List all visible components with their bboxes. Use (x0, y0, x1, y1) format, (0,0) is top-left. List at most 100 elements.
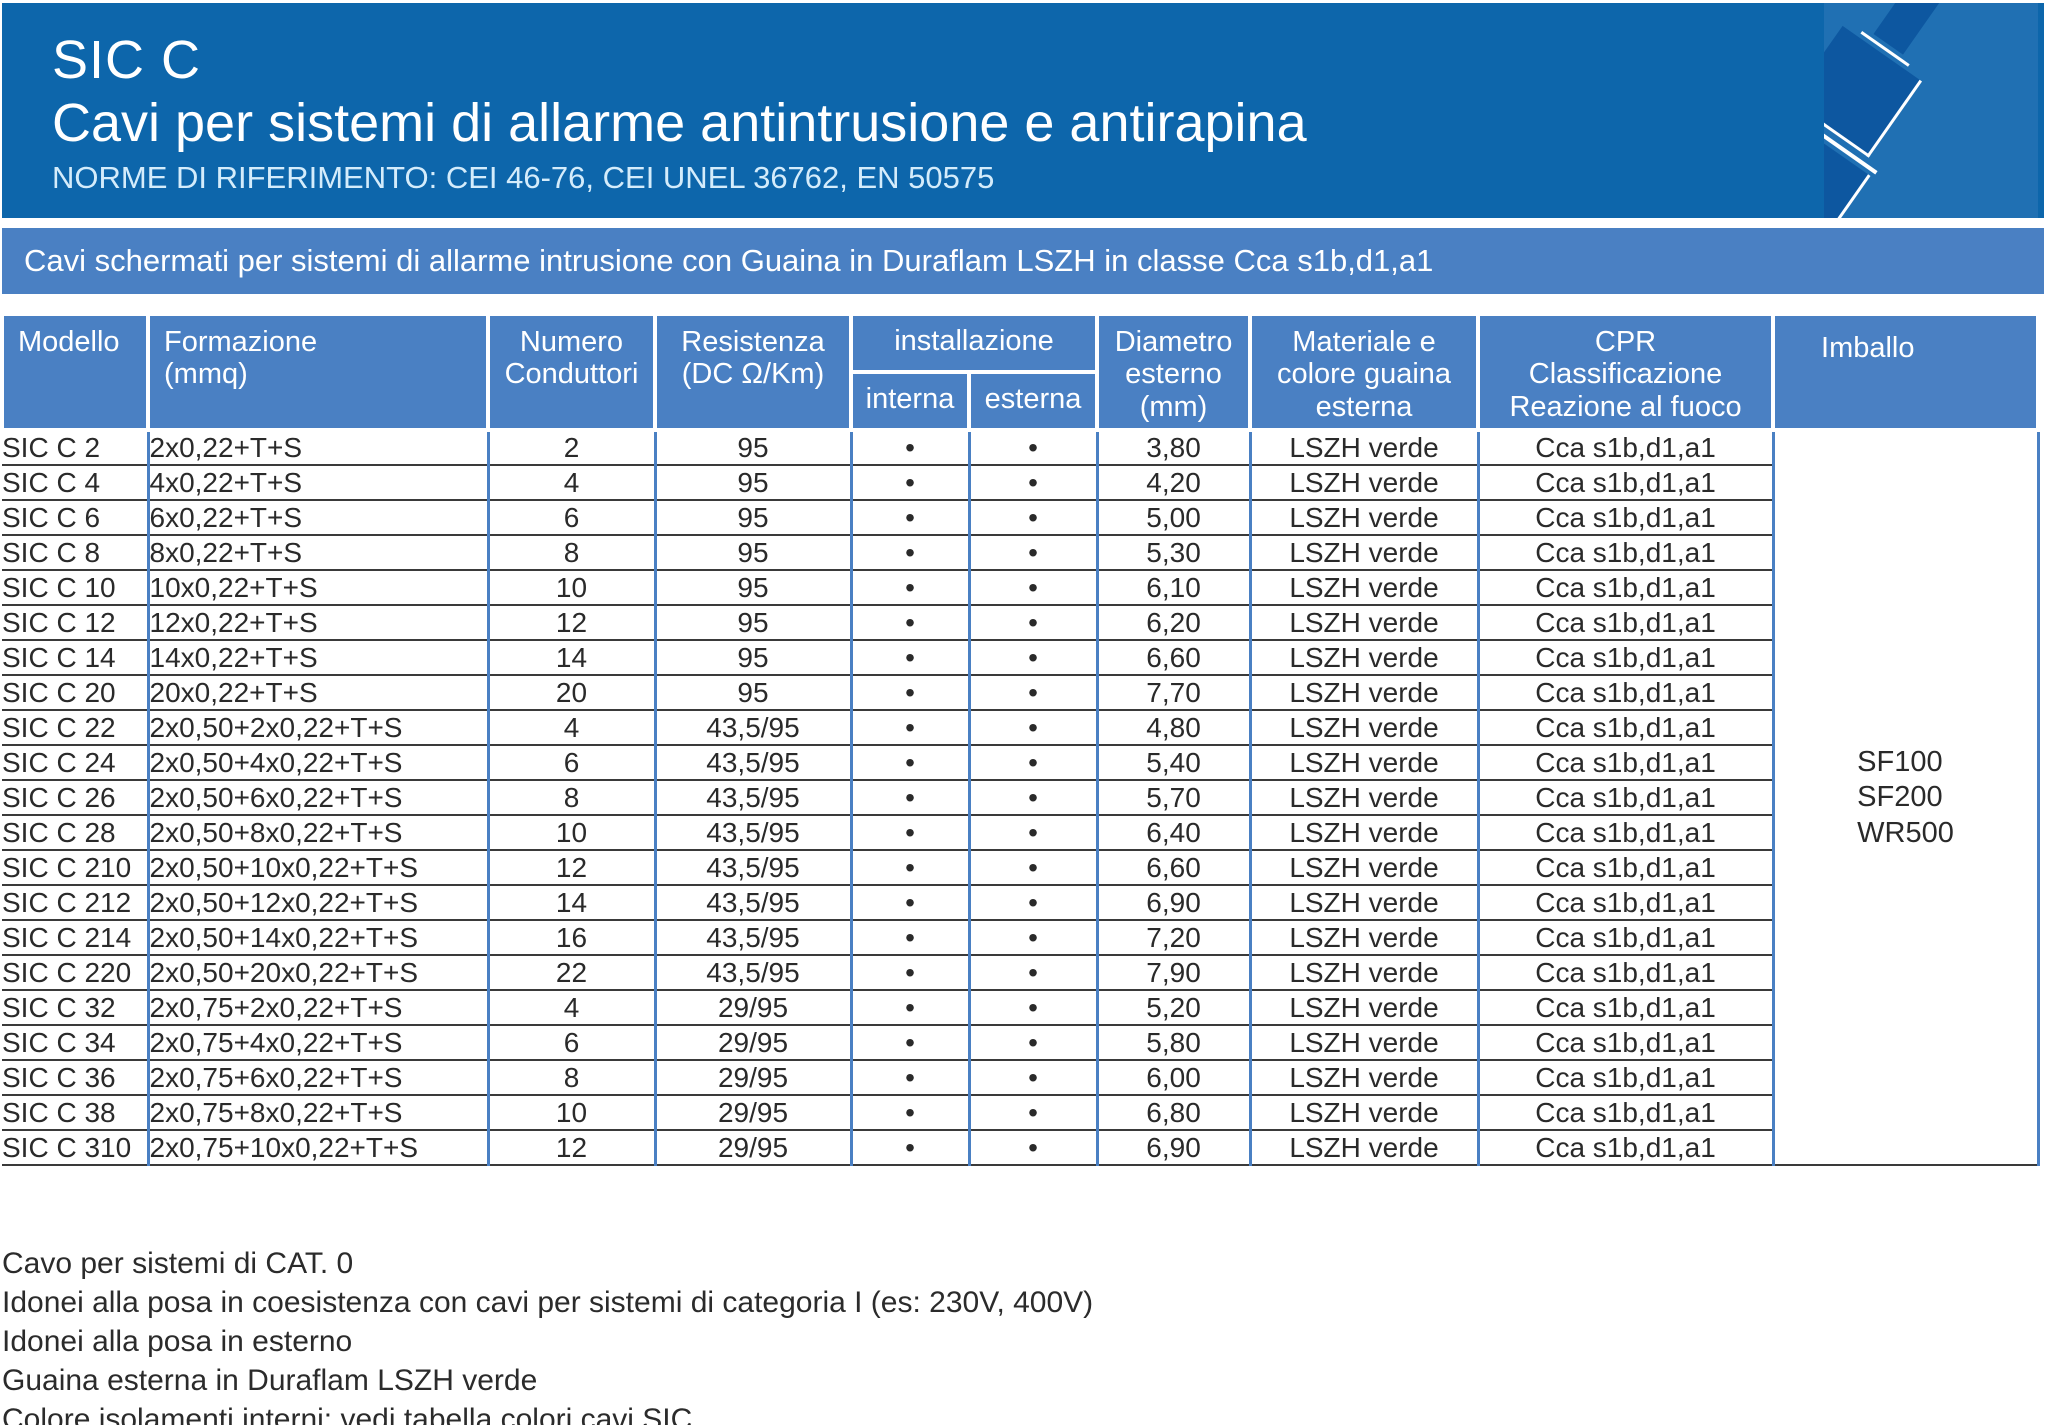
material-cell: LSZH verde (1248, 675, 1479, 711)
conductors-cell: 12 (486, 1130, 655, 1166)
conductors-cell: 14 (486, 640, 655, 676)
table-row: SIC C 220 2x0,50+20x0,22+T+S 22 43,5/95 … (2, 955, 2038, 991)
resistance-cell: 29/95 (653, 1025, 851, 1061)
note-line: Guaina esterna in Duraflam LSZH verde (2, 1364, 538, 1397)
model-cell: SIC C 22 (2, 710, 148, 746)
formation-cell: 2x0,75+2x0,22+T+S (146, 990, 488, 1026)
model-cell: SIC C 6 (2, 500, 148, 536)
cable-illustration (1824, 3, 2038, 218)
material-cell: LSZH verde (1248, 990, 1479, 1026)
cpr-cell: Cca s1b,d1,a1 (1476, 1025, 1774, 1061)
internal-dot-cell: • (849, 920, 969, 956)
internal-dot-cell: • (849, 815, 969, 851)
material-cell: LSZH verde (1248, 1095, 1479, 1131)
table-row: SIC C 36 2x0,75+6x0,22+T+S 8 29/95 • • 6… (2, 1060, 2038, 1096)
material-cell: LSZH verde (1248, 1025, 1479, 1061)
page-title: Cavi per sistemi di allarme antintrusion… (52, 92, 1307, 153)
material-cell: LSZH verde (1248, 920, 1479, 956)
external-dot-cell: • (967, 535, 1098, 571)
model-cell: SIC C 26 (2, 780, 148, 816)
diameter-cell: 6,10 (1095, 570, 1251, 606)
cpr-cell: Cca s1b,d1,a1 (1476, 430, 1774, 466)
cpr-cell: Cca s1b,d1,a1 (1476, 1095, 1774, 1131)
internal-dot-cell: • (849, 885, 969, 921)
cpr-cell: Cca s1b,d1,a1 (1476, 1060, 1774, 1096)
resistance-cell: 43,5/95 (653, 885, 851, 921)
cpr-cell: Cca s1b,d1,a1 (1476, 990, 1774, 1026)
cpr-cell: Cca s1b,d1,a1 (1476, 535, 1774, 571)
subtitle-banner: Cavi schermati per sistemi di allarme in… (2, 228, 2044, 294)
internal-dot-cell: • (849, 535, 969, 571)
col-header-materiale: Materiale e colore guaina esterna (1248, 312, 1481, 432)
external-dot-cell: • (967, 430, 1098, 466)
title-block: SIC C Cavi per sistemi di allarme antint… (52, 29, 1307, 198)
model-cell: SIC C 220 (2, 955, 148, 991)
conductors-cell: 12 (486, 850, 655, 886)
internal-dot-cell: • (849, 955, 969, 991)
internal-dot-cell: • (849, 710, 969, 746)
diameter-cell: 6,40 (1095, 815, 1251, 851)
diameter-cell: 6,80 (1095, 1095, 1251, 1131)
diameter-cell: 5,30 (1095, 535, 1251, 571)
material-cell: LSZH verde (1248, 605, 1479, 641)
diameter-cell: 7,90 (1095, 955, 1251, 991)
material-cell: LSZH verde (1248, 535, 1479, 571)
formation-cell: 6x0,22+T+S (146, 500, 488, 536)
internal-dot-cell: • (849, 1130, 969, 1166)
material-cell: LSZH verde (1248, 500, 1479, 536)
internal-dot-cell: • (849, 675, 969, 711)
formation-cell: 2x0,22+T+S (146, 430, 488, 466)
col-header-imballo: Imballo (1771, 312, 2041, 432)
resistance-cell: 43,5/95 (653, 920, 851, 956)
cpr-cell: Cca s1b,d1,a1 (1476, 710, 1774, 746)
table-row: SIC C 26 2x0,50+6x0,22+T+S 8 43,5/95 • •… (2, 780, 2038, 816)
model-cell: SIC C 24 (2, 745, 148, 781)
formation-cell: 2x0,75+6x0,22+T+S (146, 1060, 488, 1096)
internal-dot-cell: • (849, 500, 969, 536)
table-row: SIC C 310 2x0,75+10x0,22+T+S 12 29/95 • … (2, 1130, 2038, 1166)
table-row: SIC C 214 2x0,50+14x0,22+T+S 16 43,5/95 … (2, 920, 2038, 956)
diameter-cell: 6,20 (1095, 605, 1251, 641)
internal-dot-cell: • (849, 605, 969, 641)
table-row: SIC C 212 2x0,50+12x0,22+T+S 14 43,5/95 … (2, 885, 2038, 921)
material-cell: LSZH verde (1248, 850, 1479, 886)
material-cell: LSZH verde (1248, 955, 1479, 991)
conductors-cell: 10 (486, 1095, 655, 1131)
col-header-numero: Numero Conduttori (486, 312, 657, 432)
diameter-cell: 5,40 (1095, 745, 1251, 781)
formation-cell: 14x0,22+T+S (146, 640, 488, 676)
cpr-cell: Cca s1b,d1,a1 (1476, 675, 1774, 711)
formation-cell: 2x0,50+6x0,22+T+S (146, 780, 488, 816)
resistance-cell: 95 (653, 605, 851, 641)
note-line: Colore isolamenti interni: vedi tabella … (2, 1403, 693, 1425)
diameter-cell: 5,20 (1095, 990, 1251, 1026)
formation-cell: 12x0,22+T+S (146, 605, 488, 641)
conductors-cell: 22 (486, 955, 655, 991)
diameter-cell: 6,60 (1095, 850, 1251, 886)
table-row: SIC C 24 2x0,50+4x0,22+T+S 6 43,5/95 • •… (2, 745, 2038, 781)
conductors-cell: 10 (486, 570, 655, 606)
table-row: SIC C 8 8x0,22+T+S 8 95 • • 5,30 LSZH ve… (2, 535, 2038, 571)
conductors-cell: 8 (486, 535, 655, 571)
table-row: SIC C 20 20x0,22+T+S 20 95 • • 7,70 LSZH… (2, 675, 2038, 711)
note-line: Idonei alla posa in esterno (2, 1325, 353, 1358)
model-cell: SIC C 4 (2, 465, 148, 501)
table-row: SIC C 210 2x0,50+10x0,22+T+S 12 43,5/95 … (2, 850, 2038, 886)
table-row: SIC C 10 10x0,22+T+S 10 95 • • 6,10 LSZH… (2, 570, 2038, 606)
resistance-cell: 43,5/95 (653, 815, 851, 851)
internal-dot-cell: • (849, 1095, 969, 1131)
resistance-cell: 43,5/95 (653, 745, 851, 781)
model-cell: SIC C 20 (2, 675, 148, 711)
model-cell: SIC C 310 (2, 1130, 148, 1166)
internal-dot-cell: • (849, 745, 969, 781)
material-cell: LSZH verde (1248, 465, 1479, 501)
table-row: SIC C 14 14x0,22+T+S 14 95 • • 6,60 LSZH… (2, 640, 2038, 676)
cable-spec-table: Modello Formazione (mmq) Numero Condutto… (0, 312, 2041, 1166)
table-row: SIC C 4 4x0,22+T+S 4 95 • • 4,20 LSZH ve… (2, 465, 2038, 501)
model-cell: SIC C 28 (2, 815, 148, 851)
conductors-cell: 6 (486, 745, 655, 781)
resistance-cell: 95 (653, 640, 851, 676)
header-banner: SIC C Cavi per sistemi di allarme antint… (2, 3, 2044, 218)
conductors-cell: 12 (486, 605, 655, 641)
